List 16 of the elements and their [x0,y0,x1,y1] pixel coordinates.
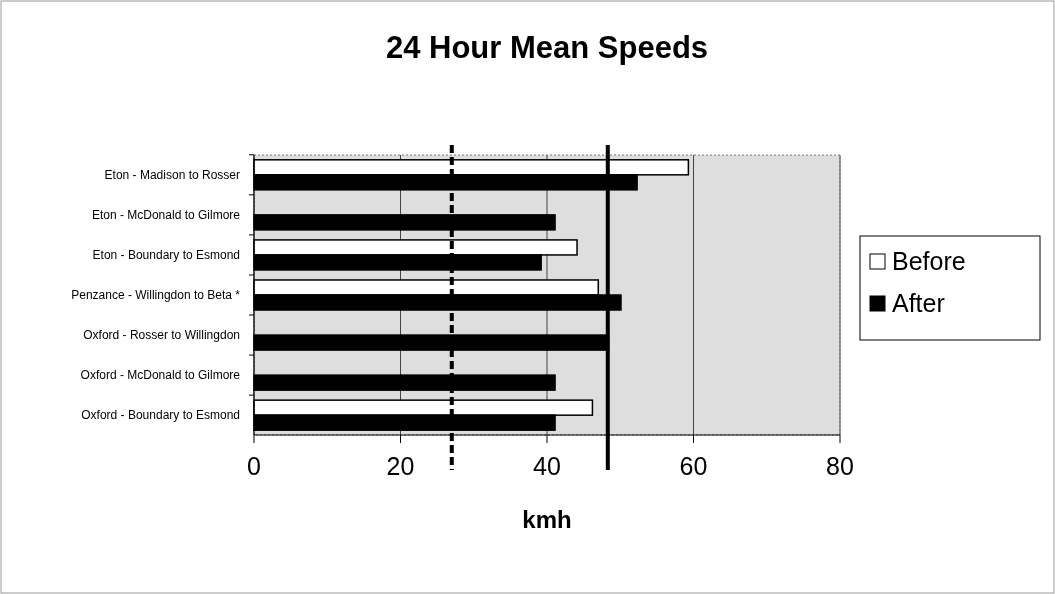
y-tick-label: Eton - McDonald to Gilmore [91,207,241,222]
y-tick-label: Oxford - McDonald to Gilmore [80,368,241,383]
x-tick-label: 80 [826,452,854,480]
legend-label: After [892,289,945,317]
chart-title: 24 Hour Mean Speeds [385,30,709,65]
x-axis-title: kmh [522,506,572,533]
y-tick-label: Eton - Madison to Rosser [104,167,240,182]
y-tick-label: Eton - Boundary to Esmond [92,247,240,262]
x-tick-label: 40 [533,452,561,480]
x-tick-label: 0 [247,452,261,480]
y-tick-label: Oxford - Rosser to Willingdon [83,328,240,343]
y-tick-label: Penzance - Willingdon to Beta * [71,288,241,302]
y-tick-label: Oxford - Boundary to Esmond [81,408,240,423]
x-tick-label: 60 [679,452,708,480]
x-tick-label: 20 [386,452,415,480]
legend-label: Before [892,247,966,275]
